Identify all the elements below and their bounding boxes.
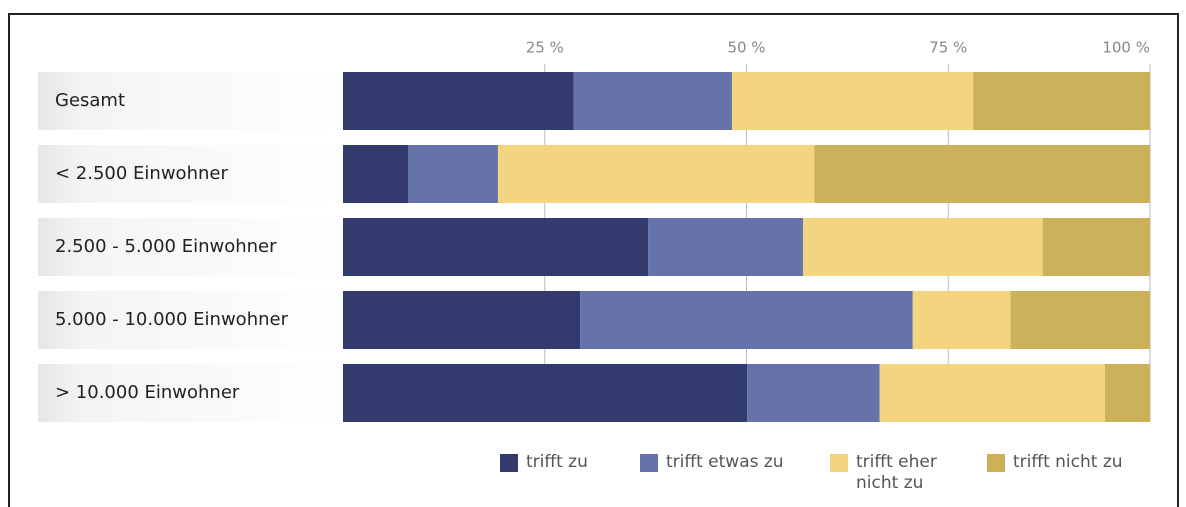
bar-segment bbox=[343, 291, 581, 349]
row-label-bg bbox=[38, 145, 340, 203]
legend-item: trifft etwas zu bbox=[640, 452, 804, 494]
bar-segment bbox=[573, 72, 732, 130]
bar-segment bbox=[497, 145, 815, 203]
legend-item: trifft eher nicht zu bbox=[830, 452, 961, 494]
bar-segment bbox=[1042, 218, 1150, 276]
x-tick-label: 50 % bbox=[727, 39, 765, 57]
bar-segment bbox=[343, 364, 748, 422]
legend-swatch bbox=[987, 454, 1005, 472]
x-tick-label: 75 % bbox=[929, 39, 967, 57]
y-tick-label: < 2.500 Einwohner bbox=[55, 163, 228, 184]
legend-label: trifft zu bbox=[526, 452, 588, 472]
bar-segment bbox=[1010, 291, 1150, 349]
legend-item: trifft nicht zu bbox=[987, 452, 1131, 494]
row-label-bg bbox=[38, 218, 340, 276]
row-label-bg bbox=[38, 364, 340, 422]
row-label-bg bbox=[38, 291, 340, 349]
legend-label: trifft eher nicht zu bbox=[856, 452, 937, 493]
bar-segment bbox=[580, 291, 913, 349]
bar-segment bbox=[731, 72, 974, 130]
y-tick-label: 2.500 - 5.000 Einwohner bbox=[55, 236, 277, 257]
bar-segment bbox=[747, 364, 880, 422]
y-tick-label: > 10.000 Einwohner bbox=[55, 382, 240, 403]
x-tick-label: 25 % bbox=[526, 39, 564, 57]
bar-segment bbox=[912, 291, 1011, 349]
row-label-bg bbox=[38, 72, 340, 130]
bar-segment bbox=[343, 145, 409, 203]
legend-item: trifft zu bbox=[500, 452, 614, 494]
bar-segment bbox=[879, 364, 1105, 422]
legend-swatch bbox=[500, 454, 518, 472]
bar-segment bbox=[343, 218, 649, 276]
legend: trifft zu trifft etwas zu trifft eher nich… bbox=[500, 452, 1157, 494]
x-tick-label: 100 % bbox=[1102, 39, 1150, 57]
legend-label: trifft nicht zu bbox=[1013, 452, 1123, 472]
bar-segment bbox=[973, 72, 1150, 130]
bar-segment bbox=[802, 218, 1043, 276]
frame bbox=[8, 13, 1179, 507]
bar-segment bbox=[1104, 364, 1150, 422]
legend-swatch bbox=[640, 454, 658, 472]
bar-segment bbox=[343, 72, 574, 130]
bar-segment bbox=[408, 145, 498, 203]
bar-segment bbox=[814, 145, 1150, 203]
legend-swatch bbox=[830, 454, 848, 472]
y-tick-label: 5.000 - 10.000 Einwohner bbox=[55, 309, 289, 330]
y-tick-label: Gesamt bbox=[55, 90, 125, 111]
bar-segment bbox=[648, 218, 803, 276]
legend-label: trifft etwas zu bbox=[666, 452, 784, 472]
